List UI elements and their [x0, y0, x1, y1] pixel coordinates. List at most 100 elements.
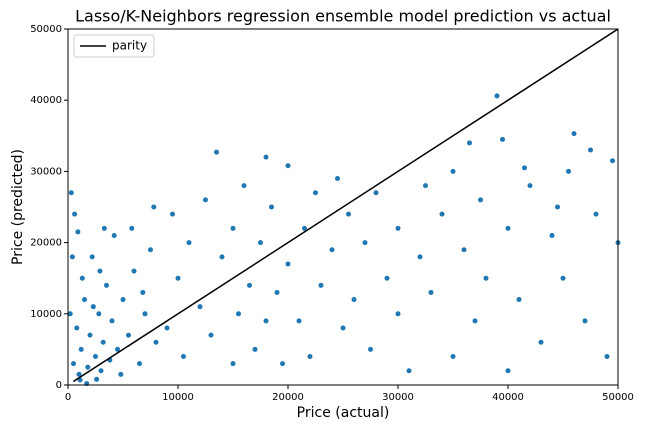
point — [214, 149, 219, 155]
legend-box — [73, 34, 155, 58]
point — [313, 190, 318, 196]
point — [467, 140, 472, 146]
point — [549, 232, 555, 238]
point — [186, 240, 192, 246]
point — [111, 232, 117, 238]
point — [351, 297, 357, 303]
y-tick-label: 10000 — [30, 309, 62, 320]
y-tick-label: 0 — [56, 380, 62, 391]
point — [610, 158, 615, 164]
y-tick-label: 40000 — [30, 95, 62, 106]
point — [582, 318, 588, 324]
point — [164, 325, 170, 331]
point — [423, 183, 428, 189]
point — [137, 361, 142, 367]
x-axis-label: Price (actual) — [297, 405, 390, 421]
point — [538, 339, 544, 345]
point — [241, 183, 247, 189]
point — [76, 371, 82, 377]
point — [263, 154, 269, 160]
point — [96, 311, 102, 317]
point — [85, 364, 91, 370]
point — [318, 282, 324, 288]
point — [197, 304, 203, 310]
point — [417, 254, 423, 260]
point — [555, 204, 560, 210]
point — [120, 297, 126, 303]
point — [263, 318, 269, 324]
point — [472, 318, 478, 324]
point — [236, 311, 241, 317]
parity-line — [73, 28, 619, 383]
point — [208, 332, 214, 338]
point — [175, 275, 181, 281]
point — [181, 354, 186, 360]
legend-label: parity — [112, 39, 147, 53]
x-tick-label: 20000 — [272, 392, 304, 403]
point — [593, 211, 599, 217]
point — [483, 275, 489, 281]
x-tick-label: 30000 — [382, 392, 414, 403]
point — [90, 304, 96, 310]
point — [571, 131, 577, 137]
point — [604, 354, 610, 360]
point — [87, 332, 93, 338]
point — [100, 339, 106, 345]
point — [252, 346, 258, 352]
point — [384, 275, 390, 281]
point — [280, 361, 285, 367]
point — [340, 325, 346, 331]
point — [142, 311, 148, 317]
y-tick-label: 30000 — [30, 166, 62, 177]
point — [269, 204, 274, 210]
point — [329, 247, 335, 253]
point — [450, 168, 456, 174]
point — [302, 225, 307, 231]
point — [428, 289, 434, 295]
point — [148, 247, 153, 253]
chart-title: Lasso/K-Neighbors regression ensemble mo… — [75, 7, 611, 26]
point — [109, 318, 115, 324]
point — [450, 354, 456, 360]
point — [230, 225, 236, 231]
point — [67, 311, 73, 317]
point — [285, 261, 291, 267]
point — [247, 282, 252, 288]
point — [461, 247, 467, 253]
point — [89, 254, 95, 260]
point — [362, 240, 368, 246]
point — [93, 354, 98, 360]
x-tick-label: 10000 — [162, 392, 194, 403]
point — [98, 368, 104, 374]
point — [588, 147, 593, 153]
point — [478, 197, 483, 203]
point — [307, 354, 313, 360]
point — [368, 346, 373, 352]
point — [335, 176, 340, 182]
y-tick-label: 20000 — [30, 238, 62, 249]
point — [505, 225, 511, 231]
y-axis-label: Price (predicted) — [10, 149, 26, 265]
point — [69, 254, 75, 260]
point — [560, 275, 566, 281]
point — [153, 339, 159, 345]
point — [94, 376, 100, 382]
point — [151, 204, 157, 210]
point — [522, 165, 527, 171]
y-tick-label: 50000 — [30, 24, 62, 35]
point — [78, 346, 84, 352]
point — [285, 163, 291, 169]
point — [140, 289, 146, 295]
point — [566, 168, 571, 174]
point — [101, 225, 107, 231]
point — [131, 268, 137, 274]
point — [126, 332, 131, 338]
point — [406, 368, 412, 374]
point — [395, 311, 401, 317]
point — [258, 240, 263, 246]
point — [439, 211, 445, 217]
point — [527, 183, 533, 189]
point — [118, 371, 124, 377]
point — [500, 136, 505, 142]
